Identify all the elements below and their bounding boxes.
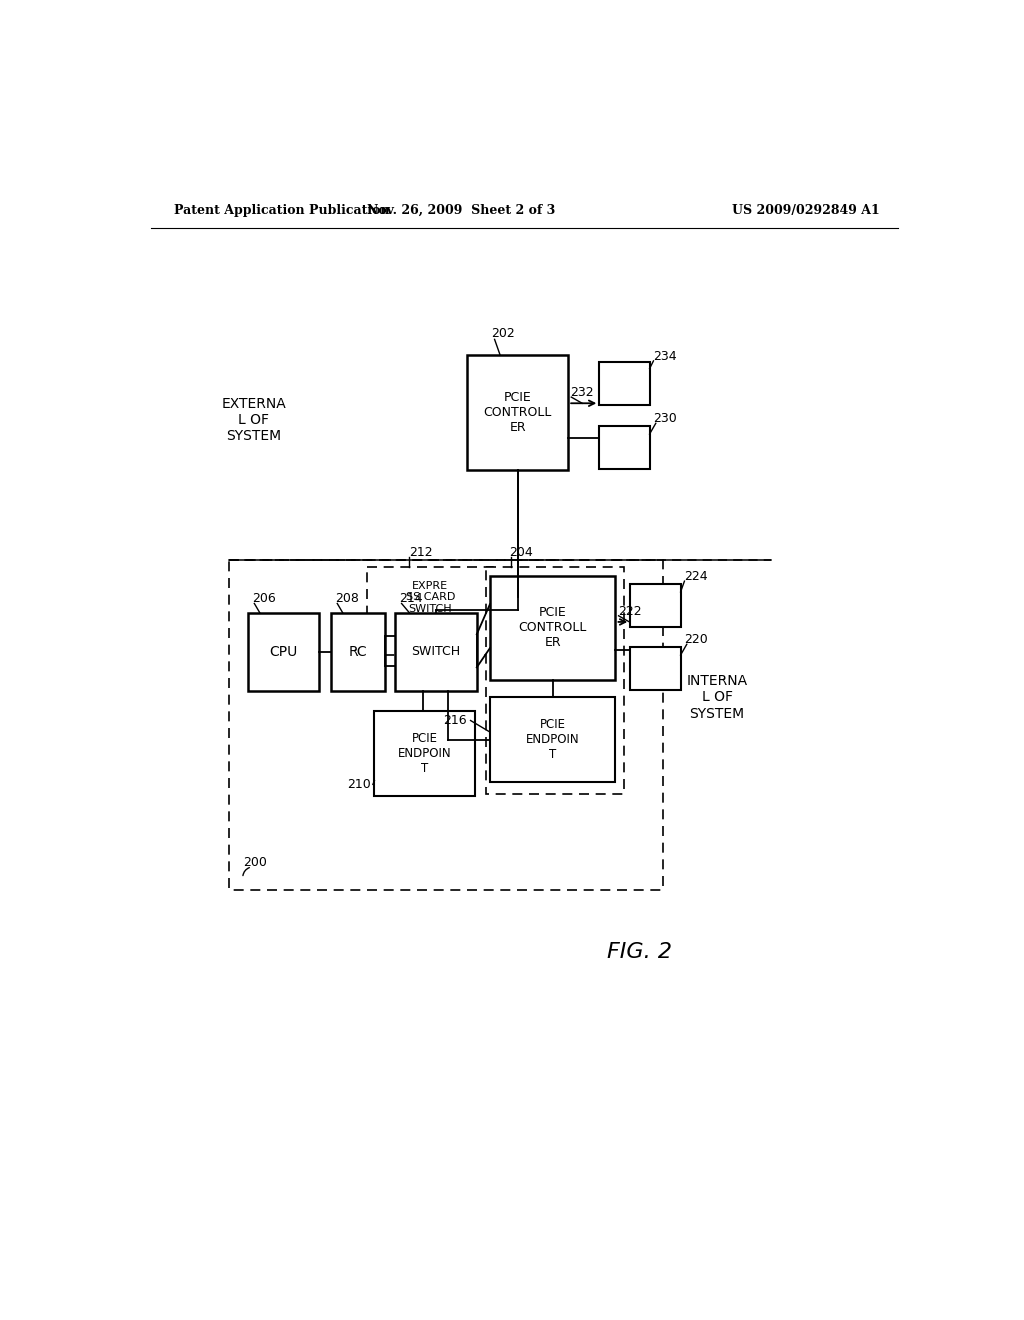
Text: US 2009/0292849 A1: US 2009/0292849 A1 [732, 205, 880, 218]
Text: Nov. 26, 2009  Sheet 2 of 3: Nov. 26, 2009 Sheet 2 of 3 [368, 205, 555, 218]
Text: 210: 210 [347, 777, 371, 791]
Text: PCIE
ENDPOIN
T: PCIE ENDPOIN T [398, 733, 452, 775]
Text: PCIE
CONTROLL
ER: PCIE CONTROLL ER [518, 606, 587, 649]
Text: PCIE
ENDPOIN
T: PCIE ENDPOIN T [526, 718, 580, 762]
Bar [489, 576, 615, 680]
Text: 204: 204 [509, 546, 532, 560]
Text: 220: 220 [684, 634, 709, 647]
Text: 208: 208 [335, 593, 358, 606]
Text: 224: 224 [684, 570, 708, 583]
Text: 222: 222 [617, 605, 641, 618]
Bar [599, 426, 649, 469]
Text: CPU: CPU [269, 645, 298, 659]
Bar [486, 566, 624, 793]
Bar [367, 566, 495, 655]
Text: 216: 216 [443, 714, 467, 727]
Bar [630, 647, 681, 689]
Text: 212: 212 [410, 546, 433, 560]
Text: 230: 230 [653, 412, 677, 425]
Text: FIG. 2: FIG. 2 [607, 941, 672, 961]
Text: EXTERNA
L OF
SYSTEM: EXTERNA L OF SYSTEM [221, 397, 286, 444]
Text: 214: 214 [399, 593, 423, 606]
Text: 206: 206 [252, 593, 275, 606]
Bar [228, 560, 663, 890]
Text: 200: 200 [243, 857, 266, 870]
Text: Patent Application Publication: Patent Application Publication [174, 205, 390, 218]
Bar [375, 711, 475, 796]
Bar [467, 355, 568, 470]
Bar [248, 612, 319, 692]
Text: 232: 232 [570, 385, 594, 399]
Text: SWITCH: SWITCH [411, 645, 460, 659]
Text: INTERNA
L OF
SYSTEM: INTERNA L OF SYSTEM [686, 675, 748, 721]
Text: RC: RC [349, 645, 368, 659]
Text: EXPRE
SS CARD
SWITCH: EXPRE SS CARD SWITCH [406, 581, 455, 614]
Text: 234: 234 [653, 350, 677, 363]
Bar [599, 363, 649, 405]
Bar [331, 612, 385, 692]
Bar [489, 697, 615, 781]
Text: 202: 202 [490, 326, 514, 339]
Bar [630, 585, 681, 627]
Bar [395, 612, 477, 692]
Text: PCIE
CONTROLL
ER: PCIE CONTROLL ER [483, 391, 552, 434]
